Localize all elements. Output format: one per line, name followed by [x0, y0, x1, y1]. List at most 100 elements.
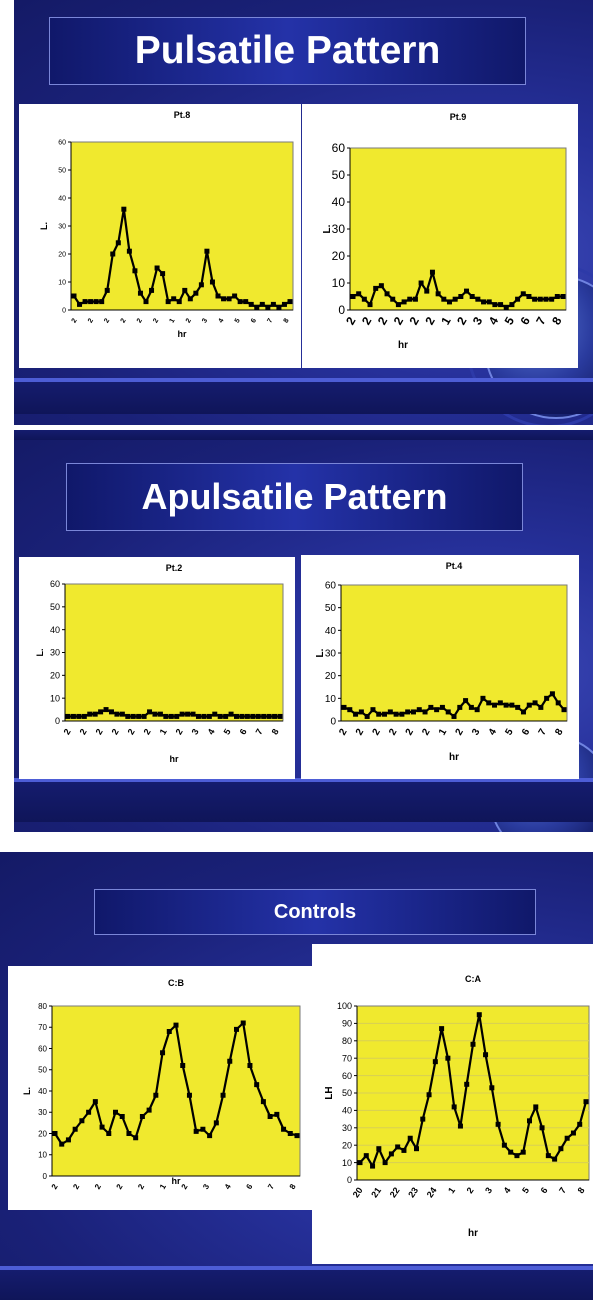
data-point	[212, 711, 218, 717]
data-point	[483, 1052, 489, 1058]
y-tick-label: 50	[38, 1066, 47, 1075]
data-point	[186, 1092, 192, 1098]
x-tick-label: 2	[136, 1182, 146, 1191]
data-point	[446, 299, 452, 305]
data-point	[358, 709, 364, 715]
data-point	[160, 271, 166, 277]
data-point	[99, 1124, 105, 1130]
x-tick-label: 2	[126, 727, 137, 736]
x-axis-label: hr	[170, 754, 179, 764]
data-point	[234, 713, 240, 719]
data-point	[255, 713, 261, 719]
data-point	[388, 1151, 394, 1157]
data-point	[376, 1146, 382, 1152]
data-point	[250, 713, 256, 719]
y-tick-label: 10	[325, 694, 337, 705]
data-point	[149, 287, 155, 293]
data-point	[173, 1022, 179, 1028]
x-tick-label: 6	[250, 317, 258, 324]
data-point	[277, 713, 283, 719]
data-point	[254, 304, 260, 310]
data-point	[357, 1160, 363, 1166]
y-tick-label: 60	[50, 579, 60, 589]
x-tick-label: 3	[483, 1185, 494, 1195]
data-point	[370, 707, 376, 713]
data-point	[555, 700, 561, 706]
y-tick-label: 40	[342, 1106, 352, 1116]
x-axis-label: hr	[178, 329, 187, 339]
data-point	[104, 287, 110, 293]
x-tick-label: 2	[375, 314, 391, 327]
data-point	[347, 707, 353, 713]
data-point	[270, 301, 276, 307]
y-tick-label: 20	[342, 1140, 352, 1150]
data-point	[376, 711, 382, 717]
x-tick-label: 2	[94, 727, 105, 736]
y-tick-label: 40	[38, 1087, 47, 1096]
y-tick-label: 80	[342, 1036, 352, 1046]
data-point	[367, 302, 373, 308]
data-point	[545, 1153, 551, 1159]
data-point	[198, 282, 204, 288]
y-axis-label: L.	[35, 649, 45, 657]
data-point	[364, 713, 370, 719]
x-tick-label: 5	[234, 317, 242, 324]
data-point	[558, 1146, 564, 1152]
data-point	[577, 1121, 583, 1127]
data-point	[401, 1147, 407, 1153]
data-point	[165, 299, 171, 305]
data-point	[509, 302, 515, 308]
data-point	[495, 1121, 501, 1127]
data-point	[498, 302, 504, 308]
y-tick-label: 30	[325, 649, 337, 660]
data-point	[206, 713, 212, 719]
data-point	[463, 698, 469, 704]
x-tick-label: 2	[387, 727, 400, 738]
data-point	[76, 713, 82, 719]
y-tick-label: 0	[338, 303, 345, 317]
x-tick-label: 2	[337, 727, 350, 738]
data-point	[451, 713, 457, 719]
data-point	[141, 713, 147, 719]
data-point	[247, 1063, 253, 1068]
data-point	[395, 302, 401, 308]
data-point	[520, 1149, 526, 1155]
x-tick-label: 3	[190, 727, 201, 736]
data-point	[152, 711, 158, 717]
data-point	[561, 707, 567, 713]
data-point	[410, 709, 416, 715]
data-point	[261, 713, 267, 719]
data-point	[387, 709, 393, 715]
y-tick-label: 10	[38, 1151, 47, 1160]
data-point	[407, 296, 413, 302]
data-point	[435, 291, 441, 297]
data-point	[65, 713, 71, 719]
data-point	[564, 1135, 570, 1141]
data-point	[114, 711, 120, 717]
x-tick-label: 2	[87, 317, 95, 324]
data-point	[503, 304, 509, 310]
data-point	[486, 299, 492, 305]
data-point	[113, 1109, 118, 1115]
y-tick-label: 50	[58, 167, 66, 174]
series-line	[68, 708, 280, 718]
data-point	[509, 702, 515, 708]
x-tick-label: 2	[152, 317, 160, 324]
data-point	[412, 296, 418, 302]
data-point	[86, 1109, 92, 1115]
data-point	[486, 700, 492, 706]
x-tick-label: 5	[222, 727, 233, 736]
data-point	[457, 1123, 463, 1129]
data-point	[272, 713, 278, 719]
data-point	[549, 691, 555, 697]
data-point	[232, 293, 238, 299]
x-tick-label: 2	[371, 727, 384, 738]
data-point	[287, 299, 293, 305]
x-tick-label: 8	[553, 727, 566, 738]
x-tick-label: 7	[533, 314, 549, 327]
x-tick-label: 7	[557, 1185, 568, 1195]
data-point	[171, 296, 177, 302]
data-point	[72, 1126, 78, 1132]
data-point	[464, 288, 470, 294]
